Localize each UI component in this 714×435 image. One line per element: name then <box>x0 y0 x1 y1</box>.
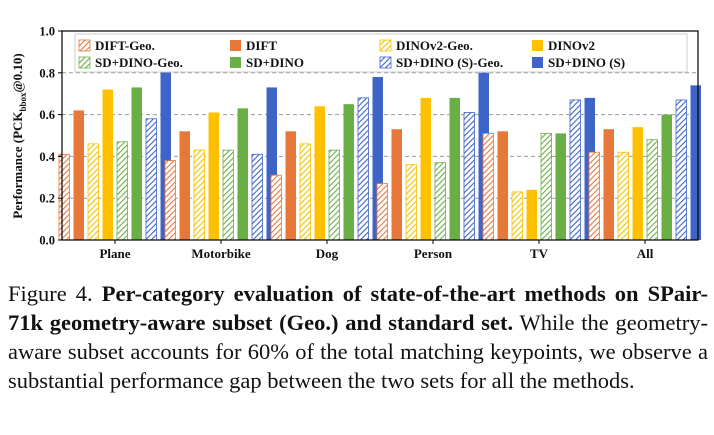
bar-person-sd-dino-geo <box>434 162 446 241</box>
legend-label-sd-dino: SD+DINO <box>246 55 304 70</box>
legend-swatch-sd-dino-geo <box>78 56 91 69</box>
y-tick-label: 1.0 <box>39 25 55 39</box>
x-tick-label-dog: Dog <box>316 246 339 261</box>
bar-dog-sd-dino-s <box>372 76 383 240</box>
legend-swatch-dift-geo <box>78 39 91 52</box>
bar-tv-sd-dino-geo <box>540 133 552 241</box>
legend-label-dinov2-geo: DINOv2-Geo. <box>396 38 473 53</box>
bar-motorbike-dinov2-geo <box>193 149 205 241</box>
bar-motorbike-dinov2 <box>208 112 219 240</box>
bar-all-sd-dino-geo <box>646 139 658 241</box>
caption-label: Figure 4. <box>8 281 93 306</box>
bar-person-sd-dino <box>449 97 460 240</box>
legend-swatch-sd-dino-s <box>532 57 543 68</box>
bar-person-dift-geo <box>376 183 388 241</box>
bar-plane-sd-dino <box>131 87 142 241</box>
x-tick-label-tv: TV <box>530 246 549 261</box>
bar-dog-dinov2 <box>314 106 325 241</box>
bar-tv-dift-geo <box>482 133 494 241</box>
bar-all-dift <box>603 129 614 240</box>
legend-label-sd-dino-s: SD+DINO (S) <box>548 55 625 70</box>
bar-dog-sd-dino-s-geo <box>357 97 369 241</box>
bar-all-sd-dino-s <box>690 85 701 240</box>
legend-swatch-sd-dino <box>230 57 241 68</box>
legend-swatch-sd-dino-s-geo <box>379 56 392 69</box>
bar-tv-sd-dino <box>555 133 566 240</box>
x-tick-label-motorbike: Motorbike <box>191 246 250 261</box>
bar-plane-sd-dino-s-geo <box>145 118 157 241</box>
y-axis-label: Performance (PCKbbox@0.10) <box>10 53 28 218</box>
x-tick-label-plane: Plane <box>99 246 130 261</box>
bar-tv-dinov2-geo <box>511 191 523 241</box>
bar-motorbike-sd-dino <box>237 108 248 240</box>
bar-person-dift <box>391 129 402 240</box>
bar-all-dinov2-geo <box>617 151 629 241</box>
y-tick-label: 0.0 <box>39 234 55 248</box>
y-tick-label: 0.2 <box>39 192 55 206</box>
bar-plane-dinov2 <box>102 89 113 241</box>
bar-dog-sd-dino <box>343 104 354 241</box>
plot-frame <box>61 30 699 241</box>
legend-label-dift: DIFT <box>246 38 277 53</box>
x-tick-label-person: Person <box>414 246 453 261</box>
bar-plane-dift-geo <box>58 153 70 241</box>
bar-tv-dinov2 <box>526 189 537 240</box>
legend-label-dift-geo: DIFT-Geo. <box>95 38 155 53</box>
bars <box>58 70 701 241</box>
bar-all-sd-dino <box>661 114 672 240</box>
bar-tv-sd-dino-s-geo <box>569 99 581 241</box>
bar-dog-dinov2-geo <box>299 143 311 241</box>
bar-tv-dift <box>497 131 508 240</box>
y-tick-label: 0.6 <box>39 108 55 122</box>
bar-chart: 0.0 0.2 0.4 0.6 0.8 1.0 Plane Motorbike Dog Perso… <box>10 25 701 261</box>
bar-all-sd-dino-s-geo <box>675 99 687 241</box>
bar-plane-sd-dino-geo <box>116 141 128 241</box>
bar-plane-dinov2-geo <box>87 143 99 241</box>
legend: DIFT-Geo. DIFT DINOv2-Geo. DINOv2 SD+DINO-Ge… <box>74 33 688 73</box>
caption-title: Per-category evaluation of state-of-the-… <box>8 281 709 335</box>
legend-swatch-dift <box>230 40 241 51</box>
x-tick-label-all: All <box>637 246 654 261</box>
axes: 0.0 0.2 0.4 0.6 0.8 1.0 Plane Motorbike Dog Perso… <box>39 25 699 261</box>
legend-swatch-dinov2 <box>532 40 543 51</box>
bar-motorbike-dift <box>179 131 190 240</box>
y-tick-label: 0.8 <box>39 66 55 80</box>
bar-person-dinov2-geo <box>405 164 417 241</box>
bar-all-dift-geo <box>588 151 600 241</box>
bar-dog-sd-dino-geo <box>328 149 340 241</box>
bar-person-sd-dino-s-geo <box>463 112 475 241</box>
figure-caption: Figure 4. Per-category evaluation of sta… <box>8 279 708 395</box>
caption-body: While the geometry-aware subset accounts… <box>8 310 709 393</box>
bar-plane-sd-dino-s <box>160 70 171 241</box>
bar-motorbike-sd-dino-geo <box>222 149 234 241</box>
y-tick-label: 0.4 <box>39 150 55 164</box>
bar-motorbike-dift-geo <box>164 160 176 241</box>
bar-dog-dift <box>285 131 296 240</box>
legend-label-dinov2: DINOv2 <box>548 38 595 53</box>
bar-motorbike-sd-dino-s <box>266 87 277 241</box>
bar-plane-dift <box>73 110 84 240</box>
legend-swatch-dinov2-geo <box>379 39 392 52</box>
bar-all-dinov2 <box>632 127 643 240</box>
legend-label-sd-dino-geo: SD+DINO-Geo. <box>95 55 183 70</box>
bar-dog-dift-geo <box>270 174 282 241</box>
bar-person-dinov2 <box>420 97 431 240</box>
bar-motorbike-sd-dino-s-geo <box>251 153 263 241</box>
legend-label-sd-dino-s-geo: SD+DINO (S)-Geo. <box>396 55 503 70</box>
